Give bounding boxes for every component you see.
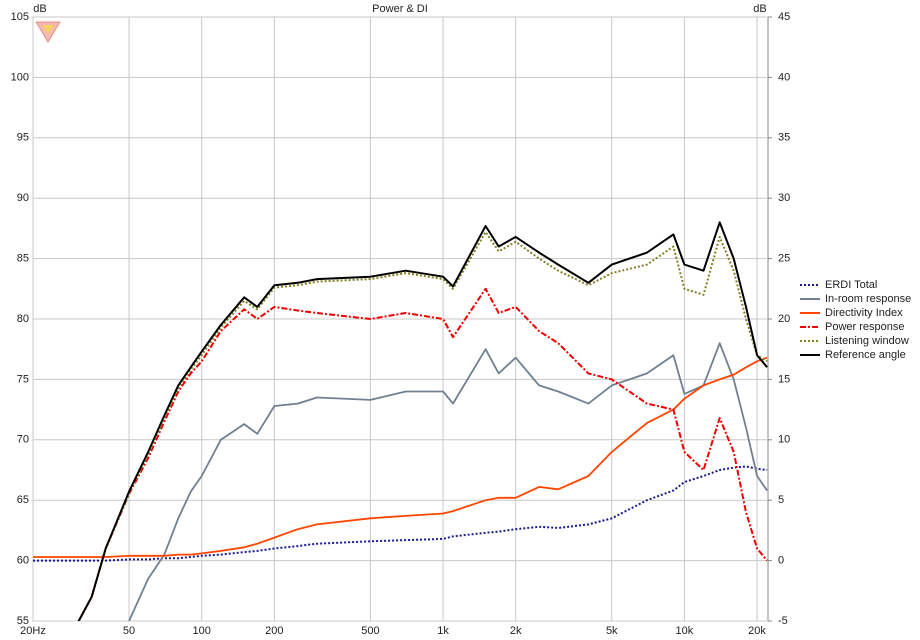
y-tick-label: 85 (17, 253, 29, 265)
y-tick-label: 65 (17, 494, 29, 506)
y-tick-label: 60 (17, 555, 29, 567)
y2-tick-label: 45 (778, 11, 790, 23)
legend-label: Directivity Index (825, 307, 903, 319)
y-tick-label: 105 (11, 11, 29, 23)
y2-axis-label: dB (753, 3, 766, 15)
series-line (77, 231, 768, 621)
series-line (77, 221, 768, 621)
y2-tick-label: 40 (778, 71, 790, 83)
x-tick-label: 2k (510, 625, 522, 637)
y-tick-label: 75 (17, 373, 29, 385)
legend-label: Power response (825, 321, 905, 333)
x-tick-label: 10k (676, 625, 694, 637)
y-tick-label: 80 (17, 313, 29, 325)
x-tick-label: 200 (265, 625, 283, 637)
y2-tick-label: 35 (778, 132, 790, 144)
y-tick-label: 95 (17, 132, 29, 144)
y2-tick-label: 0 (778, 555, 784, 567)
chart-title: Power & DI (372, 3, 428, 15)
x-tick-label: 500 (361, 625, 379, 637)
y2-tick-label: 5 (778, 494, 784, 506)
y2-tick-label: -5 (778, 615, 788, 627)
logo (35, 21, 61, 43)
x-tick-label: 1k (437, 625, 449, 637)
y2-tick-label: 15 (778, 373, 790, 385)
legend-label: ERDI Total (825, 279, 877, 291)
y2-tick-label: 10 (778, 434, 790, 446)
y2-tick-label: 30 (778, 192, 790, 204)
legend: ERDI Total In-room response Directivity In… (800, 279, 911, 361)
x-tick-label: 20Hz (20, 625, 46, 637)
x-tick-label: 20k (748, 625, 766, 637)
y-tick-label: 100 (11, 71, 29, 83)
lines (33, 221, 768, 621)
x-tick-label: 5k (606, 625, 618, 637)
y2-tick-label: 20 (778, 313, 790, 325)
legend-label: Listening window (825, 335, 909, 347)
grid: 20Hz 50 100 200 500 1k 2k 5k 10k 20k5560657075808… (11, 11, 791, 637)
y2-tick-label: 25 (778, 253, 790, 265)
legend-label: Reference angle (825, 349, 906, 361)
y-tick-label: 70 (17, 434, 29, 446)
y-tick-label: 55 (17, 615, 29, 627)
series-line (77, 287, 768, 621)
legend-label: In-room response (825, 293, 911, 305)
y-axis-label: dB (33, 3, 46, 15)
x-tick-label: 100 (193, 625, 211, 637)
series-line (33, 356, 768, 558)
x-tick-label: 50 (123, 625, 135, 637)
y-tick-label: 90 (17, 192, 29, 204)
